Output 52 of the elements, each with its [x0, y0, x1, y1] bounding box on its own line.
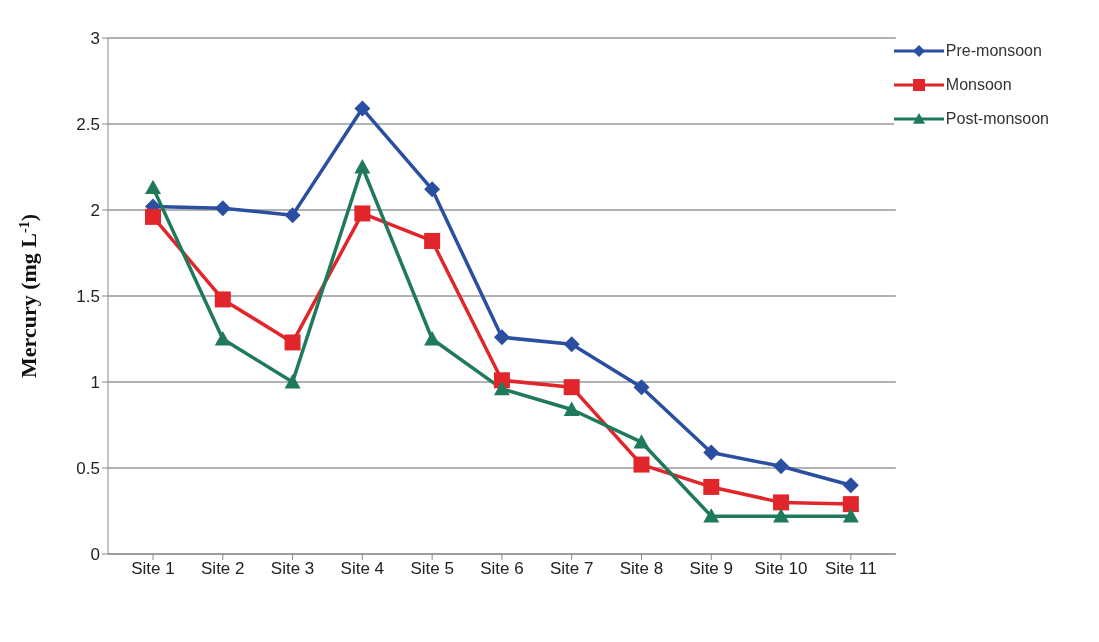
y-tick-label: 0 [90, 545, 100, 565]
x-tick-label: Site 3 [270, 559, 315, 579]
point [145, 179, 161, 195]
point [633, 434, 650, 449]
point [493, 380, 510, 396]
point [424, 181, 441, 198]
y-tick-label: 2 [90, 201, 100, 221]
x-tick-label: Site 1 [131, 559, 175, 579]
legend-label: Pre-monsoon [945, 42, 1042, 60]
x-tick-label: Site 2 [201, 559, 245, 579]
point [354, 159, 371, 174]
point [842, 477, 859, 494]
point [703, 478, 720, 495]
point [214, 291, 231, 308]
point [214, 331, 231, 346]
point [354, 205, 371, 222]
point [424, 331, 441, 346]
point [633, 379, 650, 396]
point [563, 379, 580, 396]
x-tick-label: Site 5 [410, 559, 454, 579]
point [703, 508, 720, 523]
point [424, 232, 441, 249]
point [145, 208, 161, 225]
point [703, 444, 720, 461]
x-tick-label: Site 9 [689, 559, 733, 579]
point [563, 401, 580, 416]
point [284, 207, 301, 224]
point [214, 200, 231, 217]
y-tick-label: 1 [90, 373, 100, 393]
y-tick-label: 3 [90, 29, 100, 49]
point [773, 508, 790, 523]
point [493, 329, 510, 346]
y-tick-label: 2.5 [76, 115, 100, 135]
x-tick-label: Site 11 [824, 559, 877, 579]
x-tick-label: Site 8 [619, 559, 664, 579]
point [773, 494, 790, 511]
legend-label: Monsoon [945, 76, 1012, 94]
point [354, 100, 371, 117]
x-tick-label: Site 6 [480, 559, 524, 579]
y-tick-label: 1.5 [76, 287, 100, 307]
point [842, 496, 859, 513]
x-tick-label: Site 10 [754, 559, 808, 579]
y-tick-label: 0.5 [76, 459, 100, 479]
point [284, 374, 301, 389]
point [284, 334, 301, 351]
legend-label: Post-monsoon [945, 110, 1049, 128]
x-tick-label: Site 7 [549, 559, 594, 579]
x-tick-label: Site 4 [340, 559, 385, 579]
point [633, 456, 650, 473]
point [842, 508, 859, 523]
point [773, 458, 790, 475]
point [563, 336, 580, 353]
